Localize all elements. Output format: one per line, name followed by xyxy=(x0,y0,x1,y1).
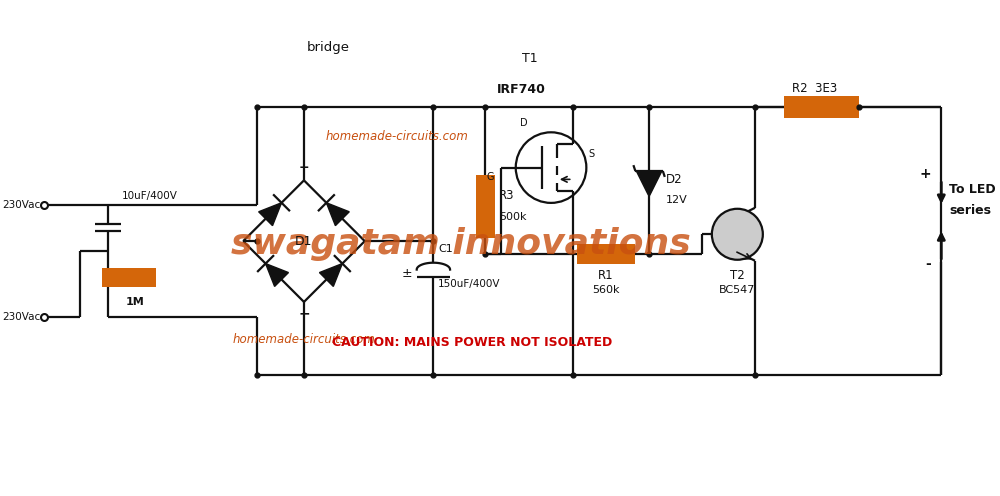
Text: 10uF/400V: 10uF/400V xyxy=(122,191,177,201)
Text: series: series xyxy=(949,204,991,217)
Text: 560k: 560k xyxy=(592,285,620,295)
Text: homemade-circuits.com: homemade-circuits.com xyxy=(233,333,375,346)
Text: D2: D2 xyxy=(666,173,682,186)
Text: swagatam innovations: swagatam innovations xyxy=(231,227,691,261)
Text: 12V: 12V xyxy=(666,195,688,205)
Text: G: G xyxy=(487,173,494,183)
Text: ±: ± xyxy=(401,267,412,280)
Text: 230Vac: 230Vac xyxy=(2,200,40,210)
Text: R1: R1 xyxy=(598,269,614,282)
Text: bridge: bridge xyxy=(307,42,350,55)
Bar xyxy=(577,244,635,264)
Text: BC547: BC547 xyxy=(719,285,756,295)
Text: R2  3E3: R2 3E3 xyxy=(792,82,838,95)
Text: 500k: 500k xyxy=(499,212,527,222)
Text: −: − xyxy=(298,307,310,321)
Text: T2: T2 xyxy=(730,269,745,282)
Text: C1: C1 xyxy=(438,244,453,254)
Text: To LED: To LED xyxy=(949,183,996,195)
Text: +: + xyxy=(920,168,931,182)
Bar xyxy=(102,268,156,287)
Bar xyxy=(476,176,495,238)
Circle shape xyxy=(712,209,763,260)
Text: D1: D1 xyxy=(295,235,313,248)
Text: D: D xyxy=(520,119,527,128)
Text: IRF740: IRF740 xyxy=(497,83,546,96)
Text: homemade-circuits.com: homemade-circuits.com xyxy=(326,130,469,143)
Text: 150uF/400V: 150uF/400V xyxy=(438,279,501,289)
Text: T1: T1 xyxy=(522,52,537,64)
Bar xyxy=(784,96,859,118)
Polygon shape xyxy=(636,171,662,196)
Polygon shape xyxy=(319,263,342,286)
Text: CAUTION: MAINS POWER NOT ISOLATED: CAUTION: MAINS POWER NOT ISOLATED xyxy=(332,336,613,349)
Text: +: + xyxy=(299,162,309,175)
Polygon shape xyxy=(259,203,282,226)
Text: 1M: 1M xyxy=(126,297,145,307)
Text: S: S xyxy=(588,149,594,159)
Text: -: - xyxy=(926,257,931,271)
Text: 230Vac: 230Vac xyxy=(2,311,40,321)
Text: R3: R3 xyxy=(499,188,515,201)
Polygon shape xyxy=(266,263,288,286)
Polygon shape xyxy=(326,203,349,226)
